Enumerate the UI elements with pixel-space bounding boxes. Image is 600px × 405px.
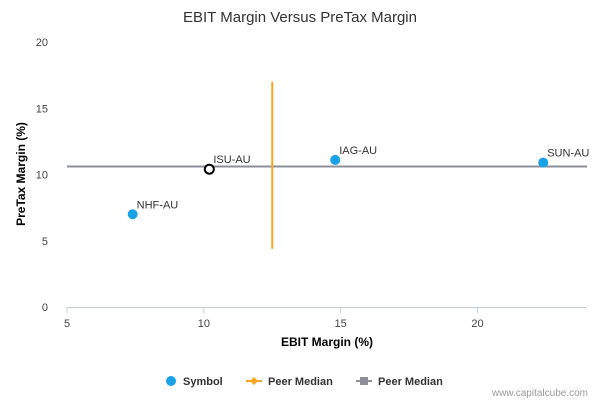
legend-symbol-square [360, 377, 368, 385]
data-point [538, 157, 549, 168]
data-point-label: NHF-AU [137, 199, 179, 211]
legend-symbol-diamond [250, 377, 258, 385]
data-point-label: SUN-AU [547, 148, 589, 160]
data-point-label: IAG-AU [339, 145, 377, 157]
x-tick-label: 5 [64, 318, 70, 330]
x-axis-label: EBIT Margin (%) [281, 335, 373, 349]
highlight-point [203, 163, 215, 175]
y-axis-label: PreTax Margin (%) [14, 122, 28, 226]
x-tick-label: 20 [471, 318, 483, 330]
y-tick-label: 15 [36, 103, 48, 115]
chart-title: EBIT Margin Versus PreTax Margin [183, 9, 417, 26]
watermark: www.capitalcube.com [491, 388, 588, 399]
x-tick-label: 10 [198, 318, 210, 330]
legend-symbol-dot [166, 376, 176, 386]
data-points: NHF-AU IAG-AU SUN-AU ISU-AU [127, 145, 589, 220]
x-tick-label: 15 [335, 318, 347, 330]
y-tick-label: 20 [36, 37, 48, 49]
median-lines [67, 81, 587, 249]
x-axis-ticks: 5 10 15 20 [64, 307, 484, 330]
y-axis-ticks: 0 5 10 15 20 [36, 37, 48, 314]
y-tick-label: 0 [42, 302, 48, 314]
y-tick-label: 5 [42, 236, 48, 248]
legend-label: Symbol [183, 376, 223, 388]
y-tick-label: 10 [36, 170, 48, 182]
highlight-point-label: ISU-AU [213, 154, 250, 166]
data-point [330, 154, 341, 165]
legend-label: Peer Median [268, 376, 333, 388]
legend-label: Peer Median [378, 376, 443, 388]
data-point [127, 209, 138, 220]
legend: Symbol Peer Median Peer Median [166, 376, 443, 388]
